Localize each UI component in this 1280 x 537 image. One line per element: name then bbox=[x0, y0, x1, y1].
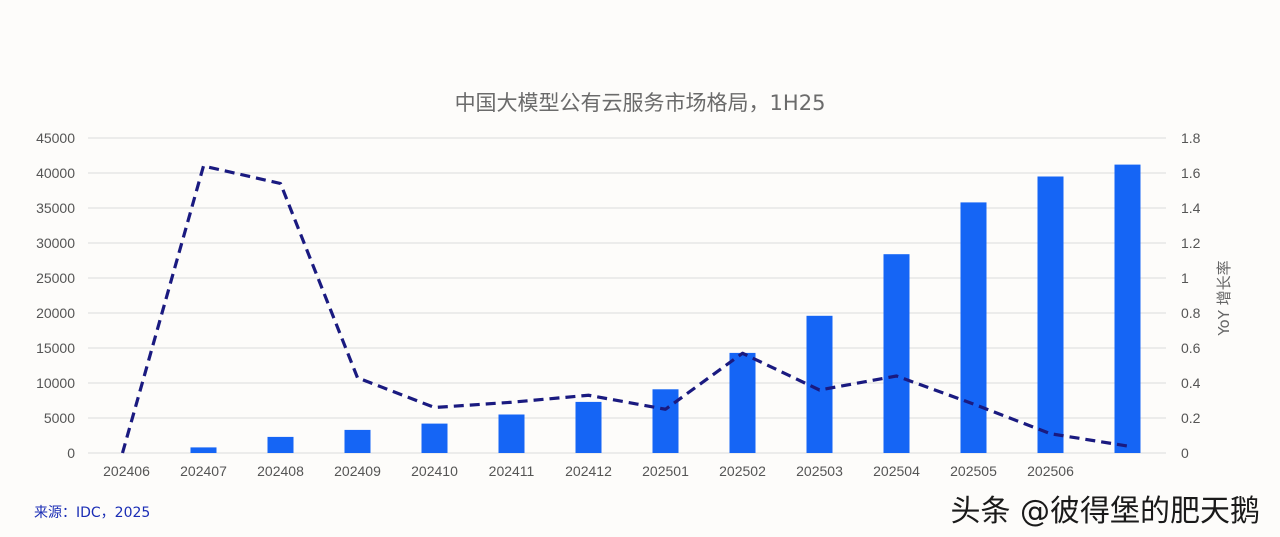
right-tick-label: 1.2 bbox=[1181, 235, 1201, 251]
right-axis: 0 0.2 0.4 0.6 0.8 1 1.2 1.4 1.6 1.8 bbox=[1181, 130, 1201, 461]
x-axis: 202406 202407 202408 202409 202410 202411 2024… bbox=[103, 463, 1074, 479]
bar bbox=[575, 401, 602, 453]
left-tick-label: 35000 bbox=[36, 200, 75, 216]
left-tick-label: 25000 bbox=[36, 270, 75, 286]
x-tick-label: 202411 bbox=[489, 463, 535, 479]
source-note: 来源：IDC，2025 bbox=[34, 505, 151, 521]
watermark: 头条 @彼得堡的肥天鹅 bbox=[950, 494, 1260, 529]
left-tick-label: 10000 bbox=[36, 375, 75, 391]
right-axis-label: YoY 增长率 bbox=[1215, 260, 1233, 336]
bar bbox=[421, 423, 448, 453]
right-tick-label: 0.6 bbox=[1181, 340, 1201, 356]
x-tick-label: 202406 bbox=[103, 463, 150, 479]
bar bbox=[267, 436, 294, 453]
left-tick-label: 45000 bbox=[36, 130, 75, 146]
bar bbox=[960, 202, 987, 453]
left-tick-label: 20000 bbox=[36, 305, 75, 321]
left-tick-label: 5000 bbox=[44, 410, 75, 426]
x-tick-label: 202502 bbox=[719, 463, 766, 479]
bar bbox=[729, 352, 756, 453]
bar bbox=[883, 254, 910, 453]
right-tick-label: 1.6 bbox=[1181, 165, 1201, 181]
left-tick-label: 15000 bbox=[36, 340, 75, 356]
x-tick-label: 202407 bbox=[180, 463, 227, 479]
x-tick-label: 202504 bbox=[873, 463, 920, 479]
bar bbox=[806, 315, 833, 453]
bar bbox=[190, 447, 217, 453]
right-tick-label: 0.8 bbox=[1181, 305, 1201, 321]
right-tick-label: 1 bbox=[1181, 270, 1189, 286]
right-tick-label: 1.8 bbox=[1181, 130, 1201, 146]
left-tick-label: 0 bbox=[67, 445, 75, 461]
grid bbox=[88, 137, 1166, 454]
bar bbox=[1114, 164, 1141, 453]
right-tick-label: 0.2 bbox=[1181, 410, 1201, 426]
bar bbox=[652, 389, 679, 453]
x-tick-label: 202412 bbox=[565, 463, 612, 479]
bar bbox=[1037, 176, 1064, 453]
chart-title: 中国大模型公有云服务市场格局，1H25 bbox=[455, 91, 826, 115]
left-tick-label: 40000 bbox=[36, 165, 75, 181]
right-tick-label: 1.4 bbox=[1181, 200, 1201, 216]
x-tick-label: 202503 bbox=[796, 463, 843, 479]
x-tick-label: 202408 bbox=[257, 463, 304, 479]
x-tick-label: 202409 bbox=[334, 463, 381, 479]
left-tick-label: 30000 bbox=[36, 235, 75, 251]
x-tick-label: 202410 bbox=[411, 463, 458, 479]
x-tick-label: 202501 bbox=[642, 463, 689, 479]
x-tick-label: 202506 bbox=[1027, 463, 1074, 479]
x-tick-label: 202505 bbox=[950, 463, 997, 479]
bar bbox=[344, 429, 371, 453]
right-tick-label: 0 bbox=[1181, 445, 1189, 461]
left-axis: 0 5000 10000 15000 20000 25000 30000 35000 40000… bbox=[36, 130, 75, 461]
bar-series bbox=[190, 164, 1141, 453]
right-tick-label: 0.4 bbox=[1181, 375, 1201, 391]
bar bbox=[498, 414, 525, 453]
